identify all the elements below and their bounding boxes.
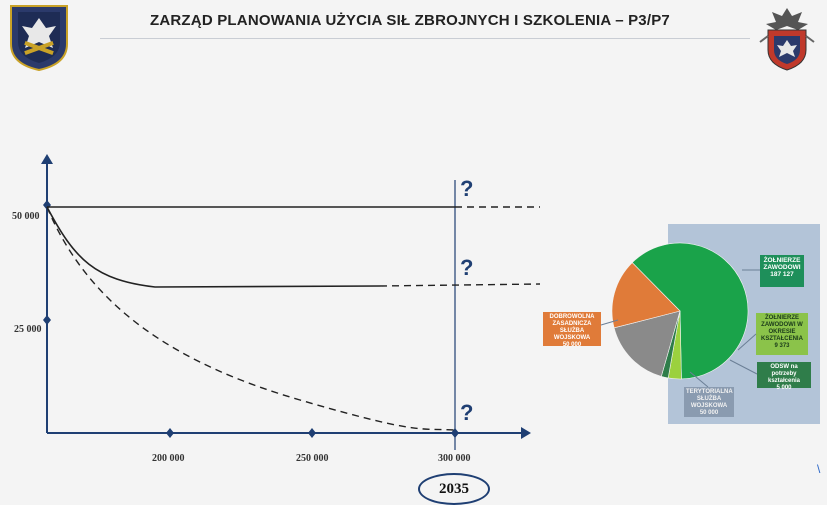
x-tick-label: 250 000 — [296, 453, 329, 464]
y-tick-label: 25 000 — [14, 324, 42, 335]
year-2035-badge: 2035 — [418, 473, 490, 505]
legend-ksztalcenie-label: ŻOŁNIERZE ZAWODOWI W OKRESIE KSZTAŁCENIA — [761, 315, 803, 342]
pie-slice — [631, 242, 749, 380]
legend-terytorialna-label: TERYTORIALNA SŁUŻBA WOJSKOWA — [686, 389, 733, 409]
corner-mark: \ — [817, 462, 821, 476]
pie-chart — [611, 242, 749, 380]
question-mark: ? — [460, 400, 473, 425]
page-title: ZARZĄD PLANOWANIA UŻYCIA SIŁ ZBROJNYCH I… — [150, 12, 670, 29]
y-tick-label: 50 000 — [12, 211, 40, 222]
pie-slice — [613, 310, 681, 377]
legend-dobrowolna-value: 50 000 — [562, 342, 582, 348]
series-plateau-line — [46, 206, 381, 288]
x-tick-label: 200 000 — [152, 453, 185, 464]
x-tick-label: 300 000 — [438, 453, 471, 464]
question-mark: ? — [460, 255, 473, 280]
series-decline-line — [46, 206, 456, 431]
legend-odsw-value: 5 000 — [776, 385, 792, 391]
y-tick-marker — [43, 315, 51, 325]
right-emblem-logo — [752, 2, 822, 74]
left-emblem-logo — [6, 2, 72, 72]
legend-odsw: ODSW na potrzeby kształcenia 5 000 — [757, 362, 811, 391]
series-plateau-line-projection — [379, 283, 541, 287]
question-mark: ? — [460, 176, 473, 201]
legend-odsw-label: ODSW na potrzeby kształcenia — [767, 364, 801, 384]
x-axis-arrow — [521, 427, 531, 439]
line-chart: 50 000 25 000 200 000 250 000 300 000 ? … — [12, 154, 541, 464]
x-tick-marker — [308, 428, 316, 438]
x-tick-marker — [166, 428, 174, 438]
y-axis-arrow — [41, 154, 53, 164]
legend-terytorialna-value: 50 000 — [699, 410, 719, 416]
legend-dobrowolna-label: DOBROWOLNA ZASADNICZA SŁUŻBA WOJSKOWA — [549, 314, 595, 341]
legend-zawodowi-label: ŻOŁNIERZE ZAWODOWI — [763, 257, 801, 271]
legend-zawodowi: ŻOŁNIERZE ZAWODOWI 187 127 — [760, 255, 804, 287]
legend-terytorialna: TERYTORIALNA SŁUŻBA WOJSKOWA 50 000 — [684, 387, 734, 417]
legend-ksztalcenie: ŻOŁNIERZE ZAWODOWI W OKRESIE KSZTAŁCENIA… — [756, 313, 808, 355]
legend-dobrowolna: DOBROWOLNA ZASADNICZA SŁUŻBA WOJSKOWA 50… — [543, 312, 601, 348]
legend-zawodowi-value: 187 127 — [770, 271, 794, 278]
legend-ksztalcenie-value: 9 373 — [774, 343, 790, 349]
header-divider — [100, 38, 750, 39]
